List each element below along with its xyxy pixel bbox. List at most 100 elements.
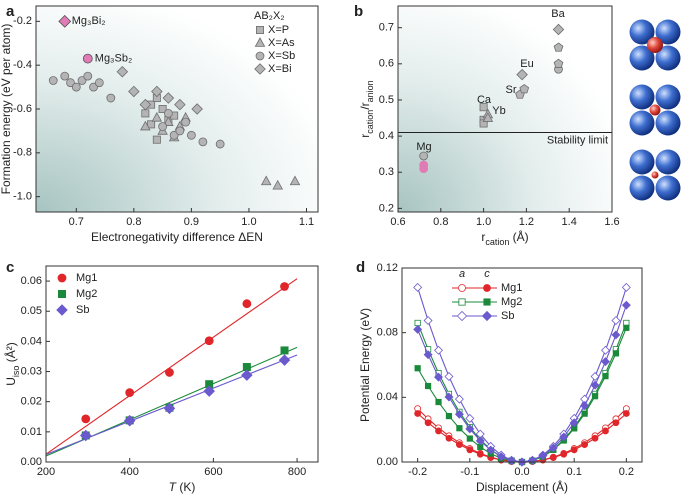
y-axis-label: rcation/ranion	[358, 80, 375, 137]
point	[465, 413, 475, 423]
legend-marker	[458, 284, 466, 292]
anion-sphere	[629, 110, 655, 136]
point	[602, 373, 609, 380]
legend-marker	[254, 63, 266, 75]
y-tick-label: 0.08	[377, 327, 398, 339]
point	[601, 357, 610, 367]
x-tick-label: 0.8	[126, 216, 141, 228]
x-tick-label: 600	[204, 466, 222, 478]
y-tick-label: 0.2	[379, 202, 394, 214]
point	[496, 452, 506, 462]
point	[570, 446, 578, 454]
y-tick-label: 0.00	[377, 456, 398, 468]
point	[413, 324, 423, 334]
point	[476, 450, 484, 458]
x-tick-label: 0.1	[567, 466, 582, 478]
point	[81, 414, 91, 424]
y-tick-label: 0.00	[21, 456, 42, 468]
x-axis-label-part: T	[169, 480, 178, 494]
point	[456, 425, 463, 432]
point	[581, 410, 588, 417]
point	[77, 76, 87, 85]
fit-line	[45, 278, 298, 455]
point	[581, 441, 589, 448]
point	[559, 432, 569, 442]
y-tick-label: -0.8	[13, 147, 32, 159]
point	[280, 282, 289, 291]
y-tick-label: -1.0	[13, 191, 32, 203]
point	[158, 122, 168, 131]
x-axis-label-part: (K)	[176, 480, 195, 494]
legend-marker	[56, 304, 68, 316]
x-tick-label: 0.8	[433, 216, 448, 228]
cation-label: Eu	[520, 58, 533, 70]
plot-background	[36, 6, 318, 212]
legend-label: X=Bi	[268, 63, 292, 75]
y-tick-label: 0.6	[379, 58, 394, 70]
y-tick-label: 0.05	[21, 305, 42, 317]
point	[482, 112, 494, 122]
point	[175, 126, 185, 136]
y-tick-label: 0.4	[379, 130, 394, 142]
y-axis-label-part: anion	[365, 80, 375, 102]
x-tick-label: 1.0	[476, 216, 491, 228]
x-tick-label: 400	[121, 466, 139, 478]
legend-marker	[481, 310, 493, 322]
point	[590, 372, 600, 381]
crystal-small	[629, 149, 681, 201]
legend-marker	[483, 298, 491, 306]
point	[590, 380, 600, 390]
plot-frame	[35, 5, 319, 213]
cation-sphere	[651, 171, 659, 179]
point	[553, 42, 564, 52]
point	[475, 436, 485, 446]
point	[424, 419, 432, 427]
anion-sphere	[629, 84, 655, 110]
x-tick-label: 1.4	[562, 216, 577, 228]
point	[140, 120, 151, 131]
x-tick-label: 1.6	[604, 216, 619, 228]
plot-frame	[45, 265, 319, 463]
x-axis-label-part: cation	[485, 237, 509, 247]
x-tick-label: 0.7	[69, 216, 84, 228]
point	[507, 456, 517, 466]
y-tick-label: 0.7	[379, 22, 394, 34]
cation-sphere	[647, 37, 663, 53]
point	[552, 23, 565, 36]
point	[611, 330, 621, 340]
point	[444, 392, 454, 402]
point	[89, 82, 98, 92]
cation-label: Mg	[416, 141, 431, 153]
point	[163, 402, 176, 415]
point	[602, 427, 609, 435]
cation-label: Sr	[506, 84, 517, 96]
panel-label: d	[356, 259, 365, 276]
point	[465, 424, 475, 434]
point	[147, 120, 156, 129]
y-axis-label-part: cation	[365, 110, 375, 134]
point	[163, 116, 174, 126]
crystal-large	[629, 19, 681, 71]
x-tick-label: 0.2	[619, 466, 634, 478]
y-tick-label: -0.2	[13, 15, 32, 27]
point	[622, 410, 630, 417]
highlight-label: Mg₃Sb₂	[95, 53, 133, 65]
y-axis-label: Potential Energy (eV)	[358, 308, 372, 422]
point	[139, 98, 152, 111]
point	[151, 111, 163, 122]
y-axis-label-part: r	[358, 134, 372, 138]
point	[466, 446, 474, 454]
legend-label: Mg1	[501, 282, 522, 294]
point	[435, 398, 442, 406]
point	[424, 382, 432, 390]
crystal-illustrations	[629, 19, 681, 201]
point	[560, 450, 568, 458]
x-axis-label: Displacement (Å)	[476, 479, 568, 494]
point	[479, 119, 488, 128]
point	[260, 175, 272, 186]
legend-label: Mg1	[76, 272, 97, 284]
y-tick-label: 0.04	[21, 335, 42, 347]
point	[272, 179, 283, 190]
cation-label: Ca	[477, 94, 492, 106]
point	[280, 346, 289, 355]
